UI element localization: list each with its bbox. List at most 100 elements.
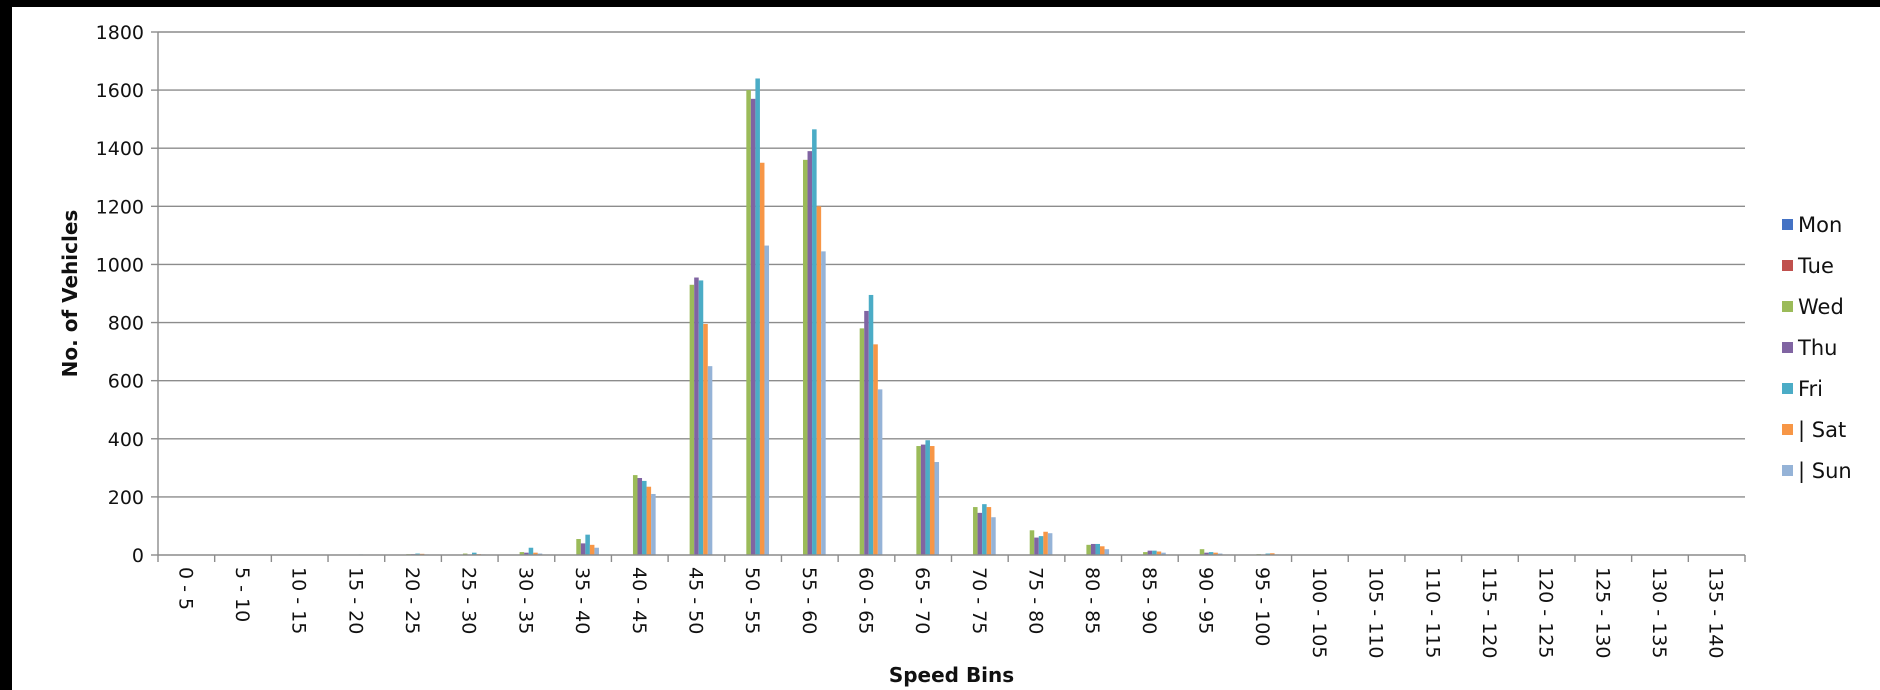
bar-fri: [642, 480, 647, 555]
bar-thu: [1034, 537, 1039, 555]
bar-sat: [929, 446, 935, 555]
x-tick-label: 130 - 135: [1648, 567, 1670, 658]
x-tick-label: 60 - 65: [854, 567, 876, 634]
bar-sat: [533, 552, 538, 555]
legend-swatch: [1782, 424, 1793, 435]
legend-label: Mon: [1798, 213, 1842, 237]
bar-wed: [1143, 552, 1148, 555]
bar-thu: [694, 277, 699, 555]
bar-sun: [1217, 553, 1223, 555]
y-tick-label: 1600: [96, 80, 144, 102]
bar-wed: [462, 553, 468, 555]
bar-fri: [812, 129, 817, 555]
x-tick-label: 75 - 80: [1025, 567, 1047, 634]
bar-sun: [1047, 533, 1053, 555]
bar-wed: [632, 475, 638, 555]
bar-sun: [934, 462, 940, 555]
bar-wed: [519, 552, 525, 555]
left-border: [0, 0, 12, 690]
bar-thu: [1147, 550, 1153, 555]
legend-swatch: [1782, 260, 1793, 271]
y-tick-label: 200: [108, 487, 144, 509]
x-tick-label: 10 - 15: [288, 567, 310, 634]
bar-fri: [1208, 552, 1214, 555]
bar-wed: [576, 539, 581, 555]
legend-label: Fri: [1798, 377, 1823, 401]
x-tick-label: 35 - 40: [571, 567, 593, 634]
y-tick-label: 0: [132, 545, 144, 567]
legend-label: | Sun: [1798, 459, 1852, 484]
x-tick-label: 50 - 55: [741, 567, 763, 634]
bar-fri: [698, 280, 704, 555]
x-tick-label: 15 - 20: [344, 567, 366, 634]
bar-wed: [859, 328, 865, 555]
bar-thu: [750, 98, 756, 556]
bar-thu: [807, 151, 813, 555]
bar-sun: [821, 251, 826, 555]
bar-thu: [637, 478, 643, 555]
x-tick-label: 80 - 85: [1081, 567, 1103, 634]
x-tick-label: 65 - 70: [911, 567, 933, 634]
y-tick-label: 1200: [96, 196, 144, 218]
bar-thu: [1204, 552, 1209, 555]
bar-wed: [1086, 544, 1091, 555]
legend-swatch: [1782, 383, 1793, 394]
x-tick-label: 105 - 110: [1365, 567, 1387, 658]
bar-sat: [589, 544, 595, 555]
bar-fri: [755, 78, 760, 555]
x-tick-label: 95 - 100: [1251, 567, 1273, 646]
bars: [349, 78, 1280, 556]
y-tick-label: 400: [108, 429, 144, 451]
bar-fri: [1152, 550, 1157, 555]
bar-sun: [594, 547, 599, 555]
y-axis-title: No. of Vehicles: [58, 210, 82, 378]
legend-label: | Sat: [1798, 418, 1846, 443]
bar-sat: [816, 206, 822, 556]
bar-sat: [1043, 531, 1048, 555]
bar-fri: [471, 552, 477, 555]
bar-sun: [707, 366, 713, 555]
bar-sat: [986, 507, 992, 555]
bar-fri: [1095, 543, 1100, 555]
x-tick-label: 0 - 5: [174, 567, 196, 610]
x-tick-label: 125 - 130: [1591, 567, 1613, 658]
bar-thu: [1090, 543, 1096, 555]
bar-sun: [991, 517, 996, 555]
bar-fri: [925, 440, 930, 555]
bar-wed: [689, 284, 695, 555]
x-tick-label: 90 - 95: [1195, 567, 1217, 634]
bar-thu: [920, 444, 926, 555]
bar-fri: [415, 553, 420, 555]
bar-sat: [1156, 551, 1162, 555]
bar-sun: [1161, 552, 1166, 555]
bar-sat: [646, 486, 652, 555]
bar-fri: [1038, 536, 1044, 555]
top-border: [0, 0, 1880, 7]
bar-sun: [537, 553, 543, 555]
bar-sat: [759, 162, 765, 555]
x-tick-label: 110 - 115: [1421, 567, 1443, 658]
y-tick-label: 1400: [96, 138, 144, 160]
x-tick-label: 5 - 10: [231, 567, 253, 622]
bar-thu: [977, 512, 983, 555]
bar-wed: [973, 507, 978, 555]
legend-label: Tue: [1797, 254, 1834, 278]
y-tick-label: 1000: [96, 254, 144, 276]
x-tick-label: 45 - 50: [684, 567, 706, 634]
bar-sun: [877, 389, 883, 555]
x-tick-label: 135 - 140: [1705, 567, 1727, 658]
bar-sun: [651, 493, 656, 555]
legend-swatch: [1782, 465, 1793, 476]
bar-fri: [1265, 553, 1271, 555]
x-tick-label: 55 - 60: [798, 567, 820, 634]
x-tick-label: 115 - 120: [1478, 567, 1500, 658]
bar-sat: [1213, 552, 1218, 555]
bar-thu: [580, 543, 586, 555]
bar-wed: [916, 446, 921, 555]
x-axis-title: Speed Bins: [889, 663, 1014, 687]
gridlines: [158, 31, 1745, 498]
bar-fri: [868, 294, 874, 555]
legend: Mon Tue Wed Thu Fri | Sat | Sun: [1782, 213, 1852, 484]
